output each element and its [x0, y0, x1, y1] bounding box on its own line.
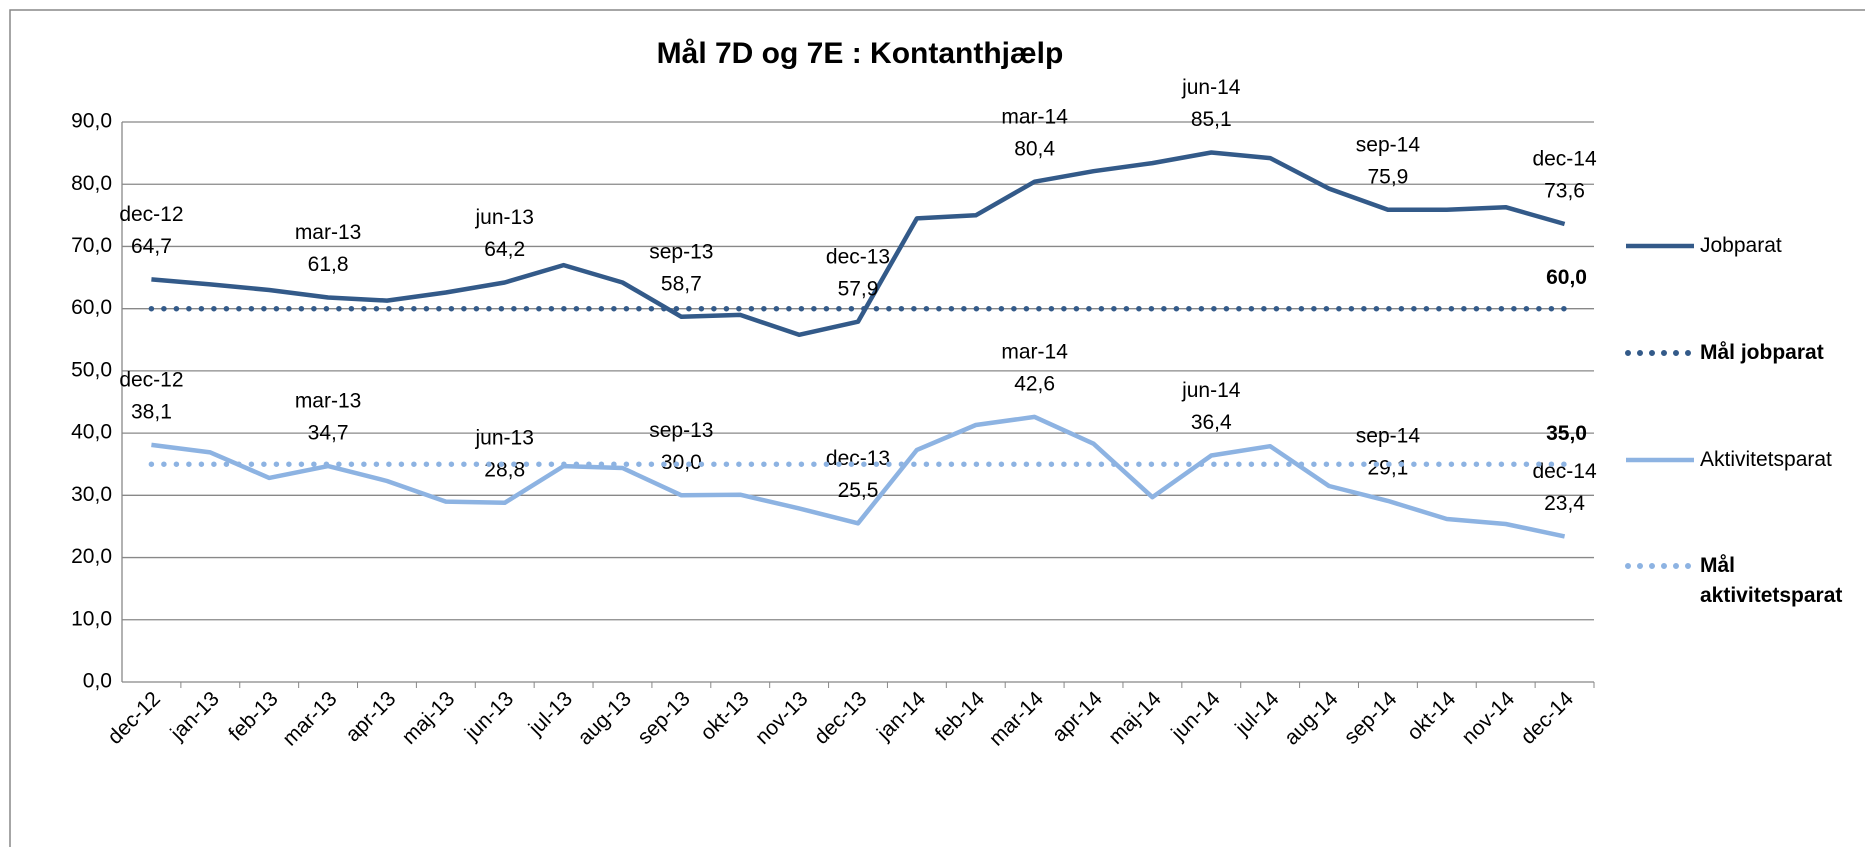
- data-label: 35,0: [1546, 422, 1587, 445]
- data-label: 85,1: [1191, 108, 1232, 131]
- data-label-category: sep-13: [649, 419, 713, 442]
- data-label-category: mar-13: [295, 390, 362, 413]
- y-tick-label: 30,0: [71, 483, 112, 506]
- data-label: 34,7: [308, 422, 349, 445]
- data-label: 60,0: [1546, 266, 1587, 289]
- data-label-category: jun-14: [1181, 76, 1241, 99]
- data-label: 28,8: [484, 458, 525, 481]
- data-label: 25,5: [838, 479, 879, 502]
- series-line: [151, 414, 1566, 539]
- chart-title: Mål 7D og 7E : Kontanthjælp: [657, 37, 1064, 70]
- data-label-category: dec-13: [826, 245, 890, 268]
- data-label-category: mar-14: [1001, 340, 1068, 363]
- data-label: 36,4: [1191, 411, 1232, 434]
- chart-border: [9, 9, 1865, 847]
- data-label-category: dec-13: [826, 447, 890, 470]
- data-label: 64,2: [484, 238, 525, 261]
- y-tick-label: 20,0: [71, 545, 112, 568]
- legend-label: Mål aktivitetsparat: [1700, 554, 1843, 607]
- data-label: 57,9: [838, 277, 879, 300]
- data-label-category: sep-14: [1356, 133, 1421, 156]
- data-label: 42,6: [1014, 372, 1055, 395]
- y-tick-label: 40,0: [71, 421, 112, 444]
- y-tick-label: 60,0: [71, 296, 112, 319]
- series-line: [151, 150, 1566, 338]
- y-tick-label: 10,0: [71, 607, 112, 630]
- data-label-category: jun-14: [1181, 379, 1241, 402]
- data-label-category: dec-14: [1532, 148, 1597, 171]
- legend-label: Jobparat: [1700, 234, 1782, 257]
- data-label-category: dec-14: [1532, 460, 1597, 483]
- y-tick-label: 0,0: [83, 670, 112, 693]
- data-label: 80,4: [1014, 137, 1055, 160]
- data-label-category: mar-13: [295, 221, 362, 244]
- data-label: 23,4: [1544, 492, 1585, 515]
- data-label: 58,7: [661, 272, 702, 295]
- y-tick-label: 80,0: [71, 172, 112, 195]
- data-label: 64,7: [131, 235, 172, 258]
- legend-label: Aktivitetsparat: [1700, 448, 1832, 471]
- legend-label: Mål jobparat: [1700, 341, 1824, 364]
- data-label-category: sep-13: [649, 240, 713, 263]
- data-label-category: jun-13: [475, 426, 534, 449]
- data-label: 61,8: [308, 253, 349, 276]
- data-label: 75,9: [1367, 165, 1408, 188]
- data-label-category: jun-13: [475, 206, 534, 229]
- data-label: 30,0: [661, 451, 702, 474]
- data-label-category: dec-12: [119, 203, 183, 226]
- y-tick-label: 90,0: [71, 110, 112, 133]
- data-label: 38,1: [131, 400, 172, 423]
- y-tick-label: 70,0: [71, 234, 112, 257]
- data-label: 73,6: [1544, 180, 1585, 203]
- data-label: 29,1: [1367, 456, 1408, 479]
- data-label-category: sep-14: [1356, 424, 1421, 447]
- y-tick-label: 50,0: [71, 358, 112, 381]
- data-label-category: mar-14: [1001, 105, 1068, 128]
- data-label-category: dec-12: [119, 368, 183, 391]
